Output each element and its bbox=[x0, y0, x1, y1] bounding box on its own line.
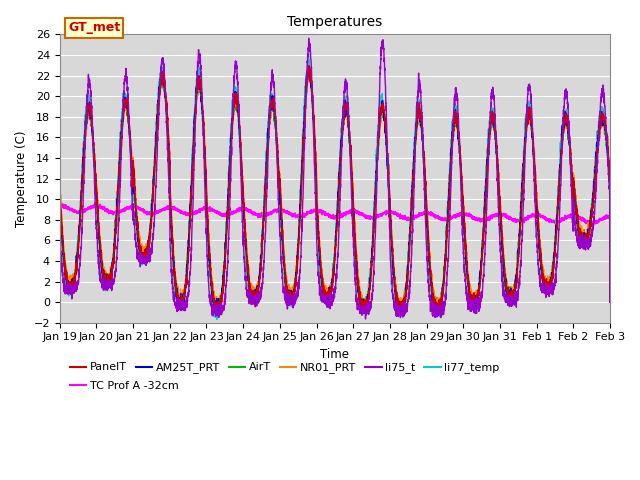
NR01_PRT bbox=[458, 186, 466, 192]
PanelT bbox=[458, 183, 466, 189]
AM25T_PRT bbox=[314, 237, 322, 242]
Y-axis label: Temperature (C): Temperature (C) bbox=[15, 130, 28, 227]
li75_t bbox=[606, 300, 614, 305]
AirT bbox=[490, 120, 497, 126]
Line: li75_t: li75_t bbox=[60, 38, 610, 319]
AM25T_PRT bbox=[435, 313, 442, 319]
NR01_PRT bbox=[397, 308, 405, 314]
TC Prof A -32cm bbox=[428, 211, 435, 217]
X-axis label: Time: Time bbox=[321, 348, 349, 361]
li77_temp bbox=[458, 202, 466, 208]
PanelT bbox=[605, 166, 613, 171]
PanelT bbox=[606, 300, 614, 305]
PanelT bbox=[213, 312, 221, 318]
AM25T_PRT bbox=[458, 191, 466, 197]
li77_temp bbox=[315, 245, 323, 251]
AirT bbox=[606, 300, 614, 305]
AirT bbox=[458, 192, 466, 197]
NR01_PRT bbox=[428, 280, 436, 286]
li77_temp bbox=[428, 292, 436, 298]
Line: NR01_PRT: NR01_PRT bbox=[60, 70, 610, 311]
TC Prof A -32cm bbox=[314, 208, 322, 214]
li75_t bbox=[362, 316, 369, 322]
AM25T_PRT bbox=[490, 118, 497, 124]
li77_temp bbox=[155, 81, 163, 87]
AirT bbox=[359, 308, 367, 313]
PanelT bbox=[56, 190, 63, 195]
AirT bbox=[314, 232, 322, 238]
PanelT bbox=[428, 289, 436, 295]
Title: Temperatures: Temperatures bbox=[287, 15, 383, 29]
AM25T_PRT bbox=[56, 198, 63, 204]
TC Prof A -32cm bbox=[605, 214, 613, 220]
li77_temp bbox=[605, 168, 613, 174]
li75_t bbox=[428, 301, 436, 307]
li75_t bbox=[155, 112, 163, 118]
NR01_PRT bbox=[314, 223, 322, 229]
NR01_PRT bbox=[605, 167, 613, 172]
TC Prof A -32cm bbox=[490, 214, 497, 219]
TC Prof A -32cm bbox=[606, 213, 614, 219]
AirT bbox=[56, 192, 63, 197]
Line: PanelT: PanelT bbox=[60, 66, 610, 315]
Line: li77_temp: li77_temp bbox=[60, 53, 610, 319]
NR01_PRT bbox=[606, 300, 614, 305]
li77_temp bbox=[606, 300, 614, 305]
li75_t bbox=[458, 221, 466, 227]
AM25T_PRT bbox=[606, 300, 614, 305]
li77_temp bbox=[56, 199, 63, 205]
TC Prof A -32cm bbox=[56, 201, 63, 207]
PanelT bbox=[315, 231, 323, 237]
AirT bbox=[305, 68, 313, 74]
PanelT bbox=[155, 99, 163, 105]
NR01_PRT bbox=[306, 67, 314, 72]
NR01_PRT bbox=[155, 105, 163, 111]
AM25T_PRT bbox=[305, 64, 313, 70]
Line: AirT: AirT bbox=[60, 71, 610, 311]
PanelT bbox=[305, 63, 313, 69]
li75_t bbox=[56, 228, 63, 234]
PanelT bbox=[490, 118, 497, 124]
AM25T_PRT bbox=[605, 168, 613, 174]
li77_temp bbox=[490, 115, 497, 121]
Legend: TC Prof A -32cm: TC Prof A -32cm bbox=[65, 376, 183, 395]
li75_t bbox=[305, 36, 312, 41]
li77_temp bbox=[305, 50, 312, 56]
li77_temp bbox=[213, 316, 221, 322]
AirT bbox=[155, 102, 163, 108]
AM25T_PRT bbox=[155, 96, 163, 102]
li75_t bbox=[314, 273, 322, 279]
NR01_PRT bbox=[490, 115, 497, 120]
AM25T_PRT bbox=[428, 289, 436, 295]
TC Prof A -32cm bbox=[458, 211, 466, 217]
NR01_PRT bbox=[56, 183, 63, 189]
Line: AM25T_PRT: AM25T_PRT bbox=[60, 67, 610, 316]
AirT bbox=[428, 282, 436, 288]
li75_t bbox=[490, 92, 497, 97]
li75_t bbox=[605, 185, 613, 191]
Text: GT_met: GT_met bbox=[68, 22, 120, 35]
AirT bbox=[605, 166, 613, 172]
Line: TC Prof A -32cm: TC Prof A -32cm bbox=[60, 204, 610, 224]
TC Prof A -32cm bbox=[588, 221, 596, 227]
TC Prof A -32cm bbox=[155, 208, 163, 214]
